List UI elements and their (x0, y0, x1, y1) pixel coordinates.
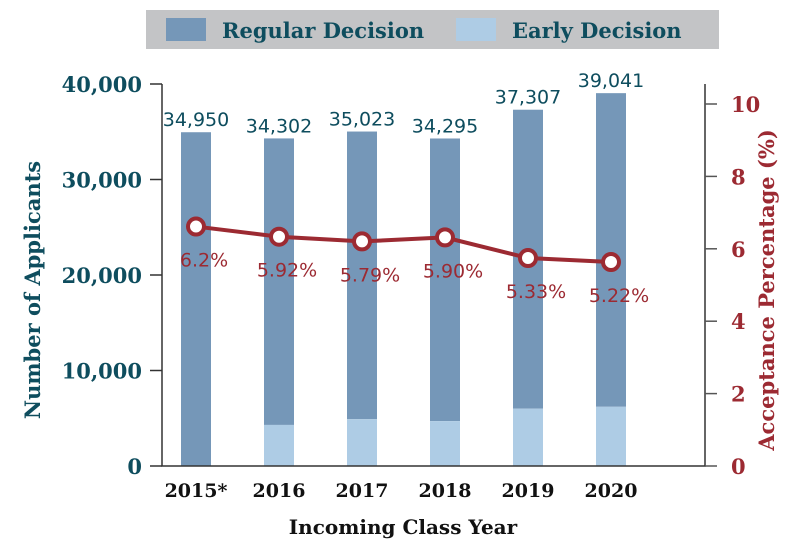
total-label-2018: 34,295 (412, 115, 478, 137)
acceptance-point-2018 (435, 227, 455, 248)
bar-early-2018 (430, 421, 460, 466)
total-label-2015*: 34,950 (163, 109, 229, 131)
bar-regular-2016 (264, 138, 294, 425)
bar-early-2019 (513, 408, 543, 466)
y-tick-label: 20,000 (62, 263, 142, 288)
bar-early-2016 (264, 424, 294, 466)
y-tick-label: 40,000 (62, 72, 142, 97)
bar-regular-2020 (596, 93, 626, 407)
x-tick-label-2017: 2017 (336, 480, 389, 502)
y-tick-label: 10,000 (62, 359, 142, 384)
total-label-2017: 35,023 (329, 109, 395, 131)
bar-early-2020 (596, 406, 626, 466)
acceptance-point-2017 (352, 231, 372, 252)
acceptance-label-2015*: 6.2% (180, 250, 228, 272)
acceptance-label-2018: 5.90% (423, 260, 483, 282)
x-axis-title: Incoming Class Year (289, 515, 518, 539)
x-tick-label-2018: 2018 (419, 480, 472, 502)
y2-tick-label: 10 (731, 92, 760, 117)
y2-axis-title: Acceptance Percentage (%) (754, 129, 779, 452)
acceptance-label-2017: 5.79% (340, 264, 400, 286)
y-axis-title: Number of Applicants (20, 161, 45, 419)
legend-background (146, 10, 719, 49)
legend-label-regular: Regular Decision (222, 18, 424, 43)
y2-tick-label: 0 (731, 454, 746, 479)
legend-swatch-early (456, 18, 496, 41)
y2-tick-label: 4 (731, 309, 746, 334)
legend-swatch-regular (166, 18, 206, 41)
x-tick-label-2015*: 2015* (165, 480, 228, 502)
y2-tick-label: 2 (731, 382, 746, 407)
acceptance-point-2020 (601, 252, 621, 273)
acceptance-point-2019 (518, 248, 538, 269)
acceptance-label-2020: 5.22% (589, 285, 649, 307)
acceptance-point-2016 (269, 226, 289, 247)
acceptance-line (195, 224, 612, 265)
x-tick-label-2020: 2020 (585, 480, 638, 502)
acceptance-label-2019: 5.33% (506, 281, 566, 303)
bar-regular-2015* (181, 132, 211, 467)
total-label-2016: 34,302 (246, 115, 312, 137)
y2-tick-label: 6 (731, 237, 746, 262)
acceptance-label-2016: 5.92% (257, 260, 317, 282)
bar-early-2017 (347, 419, 377, 466)
x-tick-label-2016: 2016 (253, 480, 306, 502)
total-label-2020: 39,041 (578, 70, 644, 92)
x-tick-label-2019: 2019 (502, 480, 555, 502)
legend-label-early: Early Decision (512, 18, 682, 43)
bar-regular-2017 (347, 131, 377, 420)
y-tick-label: 0 (127, 454, 142, 479)
acceptance-point-2015* (186, 216, 206, 237)
y-tick-label: 30,000 (62, 168, 142, 193)
y2-tick-label: 8 (731, 164, 746, 189)
total-label-2019: 37,307 (495, 87, 561, 109)
bar-regular-2018 (430, 138, 460, 422)
legend: Regular Decision Early Decision (146, 10, 719, 49)
